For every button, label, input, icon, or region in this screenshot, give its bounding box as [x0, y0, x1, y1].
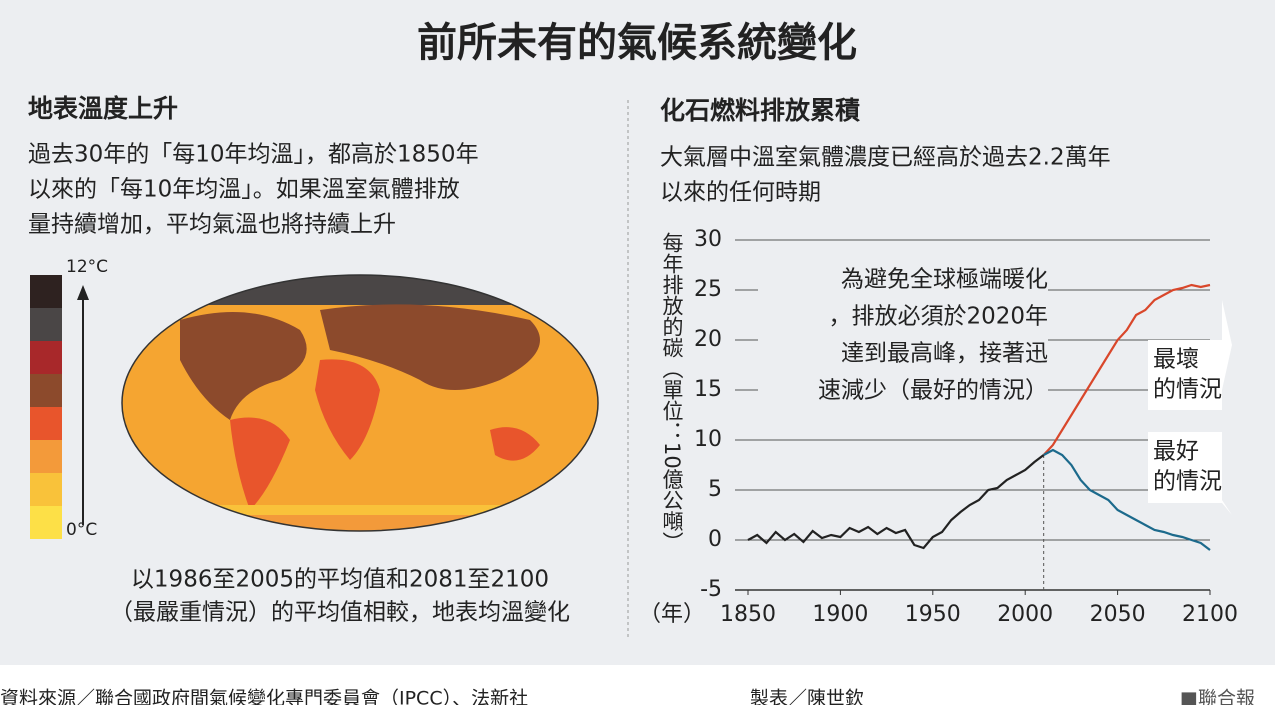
scale-swatch — [30, 341, 62, 374]
y-tick-label: 10 — [694, 427, 722, 452]
y-tick-label: 30 — [694, 227, 722, 252]
x-tick-label: 1850 — [720, 602, 776, 627]
body-line: 量持續增加，平均氣溫也將持續上升 — [28, 212, 396, 238]
y-tick-label: 5 — [708, 477, 722, 502]
subtitle-line: 以來的任何時期 — [660, 180, 821, 206]
color-scale — [30, 275, 62, 539]
scale-top-label: 12°C — [66, 257, 108, 277]
scale-swatch — [30, 473, 62, 506]
y-tick-label: 20 — [694, 327, 722, 352]
scale-swatch — [30, 506, 62, 539]
caption-line: 以1986至2005的平均值和2081至2100 — [131, 567, 549, 593]
map-outline — [121, 274, 599, 532]
scale-swatch — [30, 308, 62, 341]
best-label: 的情況 — [1153, 469, 1222, 495]
note-line: 速減少（最好的情況） — [818, 378, 1048, 404]
subtitle-line: 大氣層中溫室氣體濃度已經高於過去2.2萬年 — [660, 145, 1111, 171]
scale-swatch — [30, 275, 62, 308]
y-tick-label: -5 — [700, 577, 722, 602]
note-line: 為避免全球極端暖化 — [841, 267, 1048, 293]
callout-bg — [1148, 300, 1232, 410]
y-tick-label: 25 — [694, 277, 722, 302]
line-chart: -5 0 5 10 15 20 25 30 1850 1900 1950 2000 2050 2100 （年… — [639, 227, 1238, 627]
body-line: 過去30年的「每10年均溫」，都高於1850年 — [28, 142, 479, 168]
world-map — [122, 275, 598, 531]
scale-bottom-label: 0°C — [66, 520, 97, 540]
scale-swatch — [30, 407, 62, 440]
main-title: 前所未有的氣候系統變化 — [417, 20, 857, 66]
series-line — [747, 454, 1045, 550]
note-bg — [758, 262, 1048, 422]
left-body: 過去30年的「每10年均溫」，都高於1850年以來的「每10年均溫」。如果溫室氣… — [28, 142, 479, 238]
footer-maker: 製表／陳世欽 — [750, 688, 864, 705]
x-tick-label: 1950 — [905, 602, 961, 627]
x-tick-label: 2000 — [997, 602, 1053, 627]
caption-line: （最嚴重情況）的平均值相較，地表均溫變化 — [110, 600, 570, 626]
series-line — [1043, 448, 1211, 551]
y-tick-label: 15 — [694, 377, 722, 402]
map-caption: 以1986至2005的平均值和2081至2100 （最嚴重情況）的平均值相較，地表… — [110, 567, 570, 626]
series-line — [1042, 283, 1211, 456]
x-axis-label: （年） — [639, 602, 705, 627]
x-tick-label: 2100 — [1182, 602, 1238, 627]
note-line: 達到最高峰，接著迅 — [841, 341, 1048, 367]
best-label: 最好 — [1153, 439, 1199, 465]
y-axis-label: 每年排放的碳（單位：10億公噸） — [660, 232, 684, 553]
scale-arrowhead — [77, 285, 89, 300]
footer-band — [0, 665, 1275, 705]
x-tick-label: 1900 — [812, 602, 868, 627]
body-line: 以來的「每10年均溫」。如果溫室氣體排放 — [28, 177, 460, 203]
scale-swatch — [30, 374, 62, 407]
left-heading: 地表溫度上升 — [28, 94, 178, 123]
footer-source: 資料來源／聯合國政府間氣候變化專門委員會（IPCC）、法新社 — [0, 688, 528, 705]
chart-title: 化石燃料排放累積 — [660, 96, 860, 125]
note-line: ，排放必須於2020年 — [828, 304, 1048, 330]
worst-label: 最壞 — [1153, 347, 1199, 373]
y-tick-label: 0 — [708, 527, 722, 552]
worst-label: 的情況 — [1153, 377, 1222, 403]
footer-brand: ■聯合報 — [1180, 688, 1255, 705]
callout-bg — [1148, 432, 1232, 515]
x-tick-label: 2050 — [1090, 602, 1146, 627]
scale-swatch — [30, 440, 62, 473]
